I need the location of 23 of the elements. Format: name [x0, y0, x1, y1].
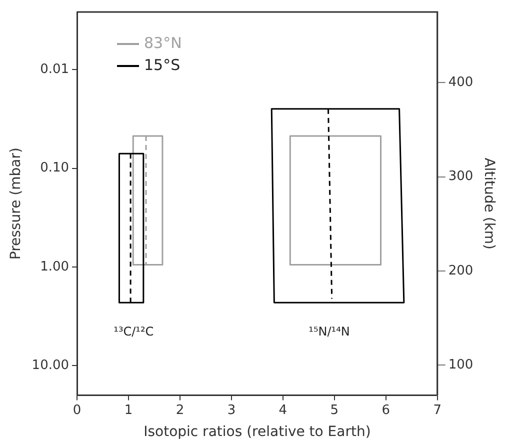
y-tick-label: 1.00: [40, 259, 70, 274]
y2-tick-label: 300: [448, 169, 474, 184]
x-tick-label: 5: [330, 403, 339, 418]
y2-tick-label: 100: [448, 357, 474, 372]
y2-tick-label: 400: [448, 74, 474, 90]
x-tick-label: 2: [176, 403, 184, 418]
legend-label: 83°N: [144, 34, 182, 52]
y-tick-label: 0.01: [40, 62, 70, 78]
x-tick-label: 6: [382, 403, 390, 418]
y-tick-label: 0.10: [40, 160, 70, 176]
x-tick-label: 4: [278, 403, 288, 418]
x-tick-label: 0: [72, 403, 82, 418]
y-tick-label: 10.00: [32, 358, 70, 373]
annotation: ¹³C/¹²C: [114, 324, 154, 339]
legend-label: 15°S: [144, 56, 180, 74]
x-axis-title: Isotopic ratios (relative to Earth): [144, 424, 371, 440]
x-tick-label: 7: [433, 403, 442, 418]
x-tick-label: 1: [124, 403, 133, 418]
y2-tick-label: 200: [448, 263, 474, 278]
x-tick-label: 3: [227, 403, 236, 418]
y-axis-title: Pressure (mbar): [8, 148, 24, 260]
y2-axis-title: Altitude (km): [480, 158, 497, 250]
annotation: ¹⁵N/¹⁴N: [308, 324, 350, 339]
